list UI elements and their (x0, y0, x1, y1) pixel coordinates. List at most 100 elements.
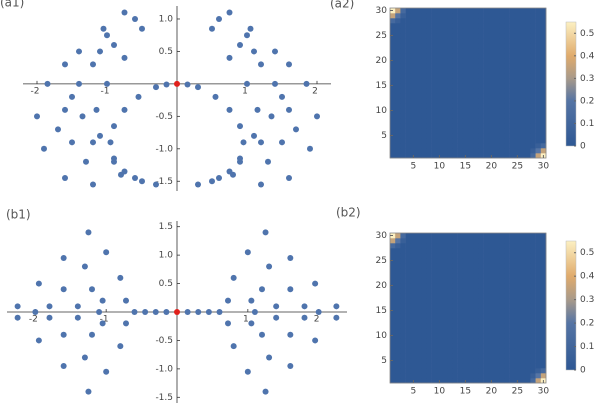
cell (405, 128, 412, 134)
cell (416, 253, 422, 259)
cell (509, 343, 516, 349)
cell (483, 363, 490, 369)
x-tick-label: -1 (101, 86, 110, 96)
cell (405, 338, 412, 344)
cell (520, 313, 526, 319)
cell (405, 298, 412, 304)
cell (431, 268, 438, 274)
cell (473, 238, 479, 244)
cell (504, 373, 510, 379)
point (76, 48, 82, 55)
cell (520, 123, 526, 129)
cell (410, 263, 417, 269)
cell (395, 298, 401, 304)
cell (499, 358, 505, 364)
cell (395, 308, 401, 314)
cell (452, 363, 458, 369)
cell (478, 43, 484, 49)
cell (483, 323, 490, 329)
cell (525, 103, 531, 109)
cell (478, 78, 484, 84)
point (184, 81, 191, 88)
cell (462, 28, 469, 34)
cell (421, 298, 427, 304)
cell (494, 98, 500, 104)
cell (473, 258, 479, 264)
cell (442, 93, 448, 99)
cell (426, 63, 432, 69)
cell (431, 18, 438, 24)
cell (530, 103, 536, 109)
point (262, 229, 269, 236)
cell (504, 153, 510, 159)
cell (436, 353, 443, 359)
cell (509, 13, 516, 19)
cell (535, 293, 542, 299)
cell (447, 348, 453, 354)
cell (400, 313, 406, 319)
cell (436, 128, 443, 134)
cell (504, 93, 510, 99)
cell (442, 373, 448, 379)
cell (468, 23, 474, 29)
cell (520, 43, 526, 49)
cell (395, 243, 401, 249)
cell (488, 53, 495, 59)
cell (416, 243, 422, 249)
cell (520, 268, 526, 274)
cell (400, 53, 406, 59)
cell (395, 363, 401, 369)
cell (400, 318, 406, 324)
cell (395, 263, 401, 269)
cell (400, 378, 406, 384)
cell (405, 153, 412, 159)
cell (436, 268, 443, 274)
cell (514, 63, 521, 69)
cell (535, 153, 542, 159)
cell (431, 48, 438, 54)
cell (457, 18, 464, 24)
cell (504, 238, 510, 244)
cell (452, 58, 458, 64)
x-tick-label: 5 (411, 387, 417, 397)
cell (509, 93, 516, 99)
cell (504, 108, 510, 114)
cell (468, 353, 474, 359)
cell (405, 43, 412, 49)
cell (473, 278, 479, 284)
cell (473, 83, 479, 89)
cell (390, 248, 396, 254)
cell (509, 373, 516, 379)
cell (488, 243, 495, 249)
cell (452, 83, 458, 89)
cell (395, 278, 401, 284)
cell (525, 253, 531, 259)
cell (483, 313, 490, 319)
cell (488, 263, 495, 269)
cell (468, 18, 474, 24)
cell (462, 73, 469, 79)
cell (478, 48, 484, 54)
cell (431, 273, 438, 279)
cell (447, 233, 453, 239)
cell (504, 303, 510, 309)
point (293, 126, 299, 133)
cell (457, 233, 464, 239)
cell (530, 253, 536, 259)
cell (494, 93, 500, 99)
cell (540, 293, 547, 299)
cell (473, 253, 479, 259)
cell (462, 238, 469, 244)
cell (421, 53, 427, 59)
cell (509, 358, 516, 364)
cell (494, 298, 500, 304)
cell (509, 68, 516, 74)
cell (431, 368, 438, 374)
cell (494, 118, 500, 124)
cell (416, 263, 422, 269)
cell (400, 38, 406, 44)
cell (395, 18, 401, 24)
cell (478, 58, 484, 64)
cell (483, 93, 490, 99)
cell (390, 363, 396, 369)
